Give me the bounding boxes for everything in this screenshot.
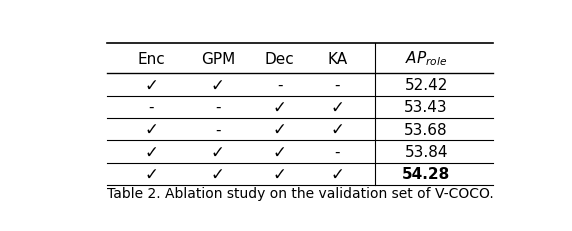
Text: -: - (335, 144, 340, 159)
Text: -: - (215, 100, 221, 115)
Text: ✓: ✓ (144, 76, 158, 94)
Text: ✓: ✓ (273, 121, 287, 139)
Text: -: - (335, 78, 340, 93)
Text: KA: KA (327, 51, 348, 66)
Text: ✓: ✓ (331, 98, 344, 116)
Text: 54.28: 54.28 (402, 167, 450, 182)
Text: 53.68: 53.68 (404, 122, 448, 137)
Text: ✓: ✓ (144, 121, 158, 139)
Text: Dec: Dec (265, 51, 295, 66)
Text: 53.43: 53.43 (404, 100, 448, 115)
Text: ✓: ✓ (144, 143, 158, 161)
Text: ✓: ✓ (331, 165, 344, 183)
Text: ✓: ✓ (211, 143, 225, 161)
Text: 52.42: 52.42 (404, 78, 448, 93)
Text: 53.84: 53.84 (404, 144, 448, 159)
Text: ✓: ✓ (211, 76, 225, 94)
Text: GPM: GPM (201, 51, 235, 66)
Text: ✓: ✓ (331, 121, 344, 139)
Text: -: - (149, 100, 154, 115)
Text: ✓: ✓ (273, 98, 287, 116)
Text: $AP_{role}$: $AP_{role}$ (405, 49, 447, 68)
Text: -: - (215, 122, 221, 137)
Text: ✓: ✓ (273, 165, 287, 183)
Text: ✓: ✓ (273, 143, 287, 161)
Text: -: - (277, 78, 283, 93)
Text: ✓: ✓ (211, 165, 225, 183)
Text: Table 2. Ablation study on the validation set of V-COCO.: Table 2. Ablation study on the validatio… (107, 186, 494, 200)
Text: Enc: Enc (137, 51, 165, 66)
Text: ✓: ✓ (144, 165, 158, 183)
